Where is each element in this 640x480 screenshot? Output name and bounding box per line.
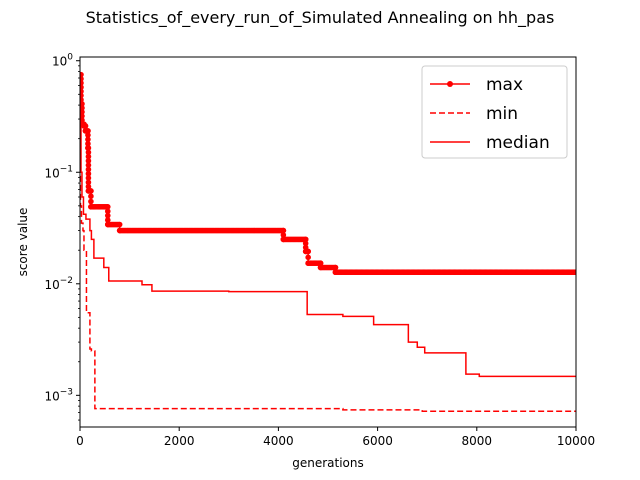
legend-label: max: [486, 75, 523, 95]
max-marker: [85, 149, 92, 156]
series-min-line: [80, 121, 576, 412]
x-axis-label: generations: [292, 456, 364, 470]
legend-marker: [447, 81, 453, 87]
max-marker: [305, 254, 311, 261]
max-marker: [85, 140, 91, 147]
max-marker: [85, 166, 92, 173]
plot-area: [80, 71, 576, 412]
x-axis: 0 2000 4000 6000 8000 10000: [76, 427, 595, 448]
max-marker: [305, 248, 311, 255]
max-marker: [280, 227, 287, 234]
max-marker: [573, 269, 576, 276]
x-tick-label: 10000: [557, 434, 595, 448]
max-marker: [317, 260, 324, 266]
series-max-markers: [80, 71, 576, 276]
max-marker: [85, 128, 91, 134]
y-tick-label: 10−3: [44, 387, 73, 403]
max-marker: [85, 175, 92, 181]
max-marker: [85, 170, 92, 177]
max-marker: [85, 183, 92, 190]
x-tick-label: 6000: [362, 434, 393, 448]
y-axis-label: score value: [16, 208, 30, 277]
y-tick-label: 10−1: [44, 164, 73, 180]
x-tick-label: 0: [76, 434, 84, 448]
max-marker: [88, 193, 94, 200]
max-marker: [85, 132, 91, 138]
series-median-line: [80, 118, 576, 378]
max-marker: [85, 136, 91, 143]
legend-label: median: [486, 133, 550, 153]
chart-title: Statistics_of_every_run_of_Simulated Ann…: [86, 8, 555, 28]
max-marker: [85, 153, 92, 160]
legend: max min median: [421, 65, 568, 159]
max-marker: [104, 212, 111, 219]
axes-frame: [79, 56, 577, 428]
max-marker: [302, 236, 309, 243]
max-marker: [104, 204, 111, 210]
y-tick-label: 100: [52, 53, 73, 69]
legend-box: [421, 65, 568, 159]
x-tick-label: 8000: [462, 434, 493, 448]
max-marker: [332, 264, 339, 271]
legend-label: min: [486, 104, 518, 124]
max-marker: [104, 208, 111, 215]
max-marker: [85, 179, 92, 186]
x-tick-label: 2000: [164, 434, 195, 448]
max-marker: [85, 145, 92, 151]
max-marker: [88, 188, 94, 194]
max-marker: [85, 162, 92, 168]
max-marker: [104, 217, 111, 223]
max-marker: [85, 158, 92, 164]
max-marker: [88, 198, 94, 205]
y-tick-label: 10−2: [44, 276, 73, 292]
legend-item-max: max: [430, 75, 523, 95]
max-marker: [116, 221, 123, 228]
max-marker: [82, 123, 89, 129]
legend-item-min: min: [430, 104, 518, 124]
legend-item-median: median: [430, 133, 550, 153]
max-marker: [280, 232, 287, 238]
x-tick-label: 4000: [263, 434, 294, 448]
max-marker: [302, 240, 309, 247]
y-axis: 10−3 10−2 10−1 100: [44, 53, 80, 421]
